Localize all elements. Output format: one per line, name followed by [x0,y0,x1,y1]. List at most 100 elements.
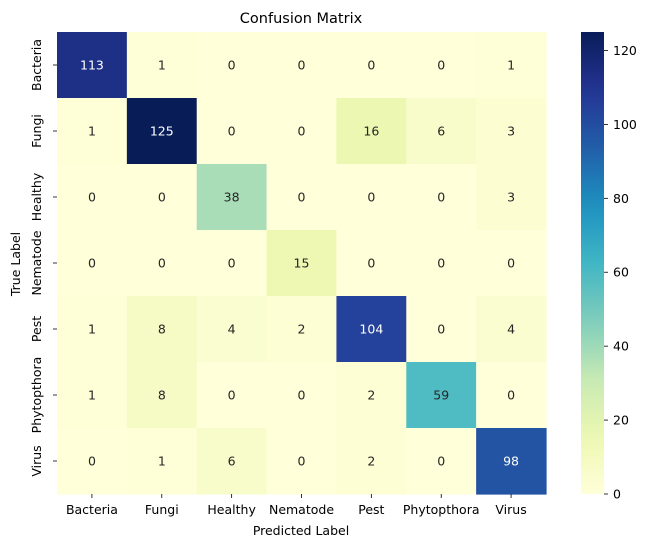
cell-value-label: 0 [88,256,96,271]
heatmap-cells [57,32,547,495]
heatmap-cell [476,98,547,165]
heatmap-cell [57,32,128,99]
cell-value-label: 2 [367,388,375,403]
x-tick-label: Nematode [269,502,334,517]
heatmap-cell [57,164,128,231]
heatmap-cell [336,98,407,165]
cell-value-label: 59 [433,388,449,403]
cell-value-label: 0 [158,190,166,205]
y-tick-label: Fungi [29,114,44,148]
heatmap-cell [57,296,128,363]
cell-value-label: 0 [367,190,375,205]
cell-value-label: 0 [298,124,306,139]
heatmap-cell [196,296,268,363]
heatmap-cell [406,428,477,495]
cell-value-label: 0 [228,124,236,139]
cell-value-label: 8 [158,322,166,337]
x-tick-label: Phytopthora [403,502,480,517]
cell-value-label: 0 [298,58,306,73]
cell-value-label: 8 [158,388,166,403]
x-tick-labels: Bacteria Fungi Healthy Nematode Pest Phytopth… [66,494,527,517]
heatmap-cell [266,296,338,363]
cell-value-label: 6 [228,454,236,469]
cell-value-label: 0 [437,256,445,271]
y-tick-label: Nematode [29,230,44,295]
heatmap-cell [336,230,407,297]
heatmap-cell [406,32,477,99]
cell-value-label: 0 [298,190,306,205]
cell-value-label: 0 [437,454,445,469]
cell-value-label: 0 [437,322,445,337]
heatmap-cell [406,296,477,363]
cell-value-label: 15 [294,256,310,271]
x-tick-label: Healthy [207,502,256,517]
heatmap-cell [406,164,477,231]
cell-value-label: 4 [507,322,515,337]
heatmap-cell [476,296,547,363]
cell-value-label: 0 [507,388,515,403]
heatmap-cell [476,164,547,231]
cell-value-label: 0 [437,58,445,73]
cell-value-label: 0 [88,454,96,469]
heatmap-cell [266,32,338,99]
colorbar-tick-label: 0 [613,487,621,502]
y-tick-label: Bacteria [29,39,44,91]
heatmap-cell [336,296,407,363]
x-axis-label: Predicted Label [253,523,349,538]
heatmap-cell [406,230,477,297]
heatmap-cell [266,362,338,429]
cell-value-label: 104 [359,322,383,337]
heatmap-cell [126,428,198,495]
cell-value-label: 16 [363,124,379,139]
heatmap-cell [406,98,477,165]
colorbar-tick-label: 20 [613,413,629,428]
cell-value-label: 0 [298,388,306,403]
cell-value-label: 0 [437,190,445,205]
heatmap-cell [57,98,128,165]
heatmap-cell [336,362,407,429]
heatmap-cell [476,230,547,297]
heatmap-cell [126,230,198,297]
chart-title: Confusion Matrix [240,11,363,27]
y-tick-labels: Bacteria Fungi Healthy Nematode Pest Phytopth… [29,39,57,477]
heatmap-cell [336,428,407,495]
x-tick-label: Pest [358,502,384,517]
colorbar-gradient [581,32,604,494]
y-axis-label: True Label [8,232,23,297]
x-tick-label: Virus [495,502,526,517]
cell-value-label: 0 [228,58,236,73]
heatmap-cell [126,362,198,429]
heatmap-cell [126,164,198,231]
heatmap-cell [196,164,268,231]
cell-value-label: 38 [224,190,240,205]
cell-value-label: 113 [80,58,104,73]
y-tick-label: Pest [29,316,44,342]
heatmap-cell [196,362,268,429]
heatmap-cell [57,428,128,495]
cell-value-label: 0 [298,454,306,469]
heatmap-cell [336,32,407,99]
heatmap-cell [196,98,268,165]
colorbar-tick-label: 120 [613,43,637,58]
heatmap-cell [196,230,268,297]
y-tick-label: Phytopthora [29,357,44,434]
cell-value-label: 0 [367,256,375,271]
colorbar-tick-label: 80 [613,191,629,206]
x-tick-label: Bacteria [66,502,118,517]
cell-value-label: 1 [507,58,515,73]
heatmap-cell [406,362,477,429]
cell-value-label: 0 [158,256,166,271]
cell-value-label: 1 [158,454,166,469]
cell-value-label: 1 [158,58,166,73]
colorbar-tick-label: 60 [613,265,629,280]
cell-value-label: 3 [507,124,515,139]
cell-value-label: 0 [228,388,236,403]
y-tick-label: Healthy [29,172,44,221]
cell-value-label: 0 [507,256,515,271]
heatmap-cell [476,362,547,429]
heatmap-cell [196,32,268,99]
colorbar-tick-label: 40 [613,339,629,354]
colorbar-tick-label: 100 [613,117,637,132]
